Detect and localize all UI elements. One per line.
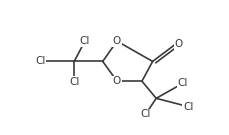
Text: Cl: Cl	[177, 78, 187, 88]
Text: O: O	[112, 76, 121, 86]
Text: Cl: Cl	[35, 56, 45, 66]
Text: Cl: Cl	[69, 77, 79, 87]
Text: O: O	[174, 39, 182, 49]
Text: O: O	[112, 36, 121, 46]
Text: Cl: Cl	[140, 109, 150, 119]
Text: Cl: Cl	[79, 36, 90, 46]
Text: Cl: Cl	[182, 102, 193, 112]
